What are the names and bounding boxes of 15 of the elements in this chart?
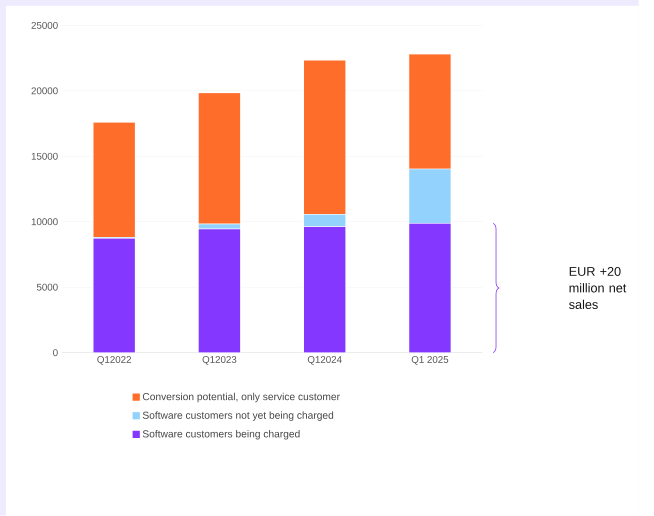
bar	[198, 92, 241, 224]
x-tick-label: Q1 2025	[412, 356, 448, 365]
legend-label: Conversion potential, only service customer	[142, 392, 340, 402]
text: EUR +20 million net sales	[569, 267, 626, 310]
legend-label: Software customers being charged	[142, 430, 300, 440]
y-tick-label: 5000	[36, 284, 58, 291]
x-tick-label: Q12023	[202, 356, 236, 365]
y-tick-label: 25000	[32, 22, 58, 29]
y-tick-label: 15000	[32, 152, 58, 160]
y-tick-label: 10000	[32, 218, 58, 226]
y-tick-label: 0	[53, 349, 58, 356]
x-tick-label: Q12024	[308, 356, 342, 365]
y-tick-label: 20000	[32, 88, 58, 94]
legend-label: Software customers not yet being charged	[142, 411, 334, 421]
x-tick-label: Q12022	[97, 356, 131, 365]
